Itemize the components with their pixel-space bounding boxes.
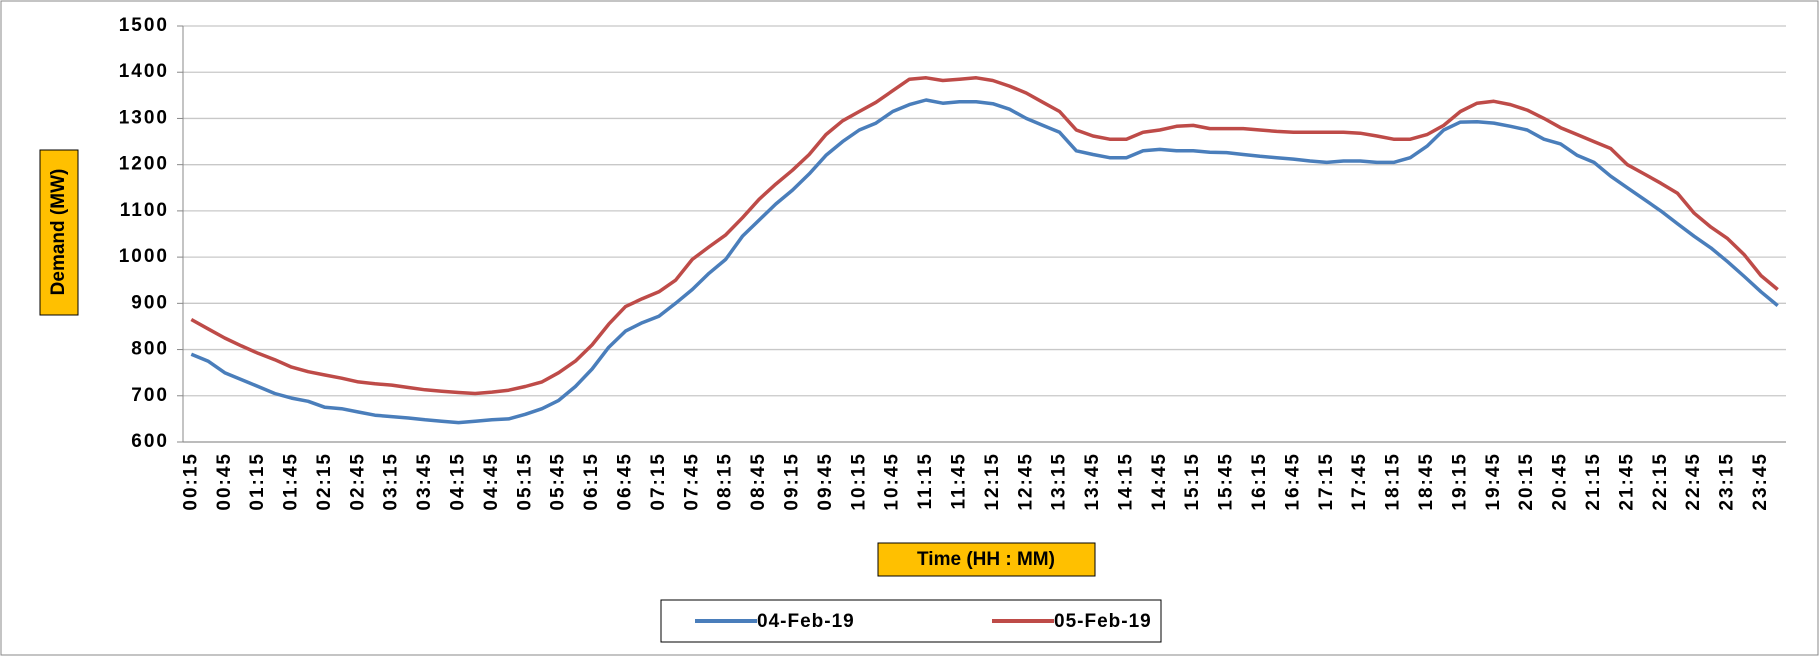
x-tick-label: 21:45 bbox=[1616, 452, 1637, 511]
x-tick-label: 21:15 bbox=[1583, 452, 1604, 511]
x-tick-label: 12:45 bbox=[1015, 452, 1036, 511]
y-tick-label: 600 bbox=[131, 431, 169, 452]
y-axis-title: Demand (MW) bbox=[48, 169, 69, 296]
x-tick-label: 20:45 bbox=[1550, 452, 1571, 511]
x-tick-label: 12:15 bbox=[982, 452, 1003, 511]
x-tick-label: 22:15 bbox=[1650, 452, 1671, 511]
x-tick-label: 10:45 bbox=[882, 452, 903, 511]
x-tick-label: 05:15 bbox=[514, 452, 535, 511]
x-tick-label: 06:45 bbox=[615, 452, 636, 511]
x-tick-label: 04:45 bbox=[481, 452, 502, 511]
y-title-box bbox=[39, 149, 79, 316]
x-tick-label: 19:15 bbox=[1449, 452, 1470, 511]
x-tick-label: 03:15 bbox=[381, 452, 402, 511]
series-line bbox=[190, 98, 1779, 425]
x-tick-label: 23:45 bbox=[1750, 452, 1771, 511]
y-tick-label: 700 bbox=[131, 385, 169, 406]
x-tick-label: 17:45 bbox=[1349, 452, 1370, 511]
x-tick-label: 08:45 bbox=[748, 452, 769, 511]
x-tick-label: 23:15 bbox=[1717, 452, 1738, 511]
x-tick-label: 10:15 bbox=[848, 452, 869, 511]
x-tick-label: 05:45 bbox=[548, 452, 569, 511]
legend-label: 05-Feb-19 bbox=[1054, 611, 1152, 632]
x-tick-label: 07:45 bbox=[681, 452, 702, 511]
y-tick-label: 1200 bbox=[119, 154, 169, 175]
x-tick-label: 22:45 bbox=[1683, 452, 1704, 511]
x-tick-label: 18:15 bbox=[1383, 452, 1404, 511]
x-title-box bbox=[877, 542, 1096, 577]
x-tick-label: 11:15 bbox=[915, 452, 936, 510]
y-tick-label: 900 bbox=[131, 292, 169, 313]
x-tick-label: 02:45 bbox=[347, 452, 368, 511]
x-tick-label: 00:45 bbox=[214, 452, 235, 511]
y-tick-label: 1100 bbox=[120, 200, 169, 221]
x-tick-label: 15:45 bbox=[1216, 452, 1237, 511]
y-tick-label: 800 bbox=[131, 339, 169, 360]
x-tick-label: 00:15 bbox=[180, 452, 201, 511]
x-tick-label: 20:15 bbox=[1516, 452, 1537, 511]
x-tick-label: 09:45 bbox=[815, 452, 836, 511]
x-tick-label: 03:45 bbox=[414, 452, 435, 511]
series-line bbox=[190, 76, 1779, 396]
x-tick-label: 17:15 bbox=[1316, 452, 1337, 511]
x-tick-label: 15:15 bbox=[1182, 452, 1203, 511]
x-tick-label: 01:15 bbox=[247, 452, 268, 511]
x-tick-label: 14:15 bbox=[1115, 452, 1136, 511]
x-tick-label: 14:45 bbox=[1149, 452, 1170, 511]
legend-label: 04-Feb-19 bbox=[757, 611, 855, 632]
x-tick-label: 02:15 bbox=[314, 452, 335, 511]
x-tick-label: 13:15 bbox=[1049, 452, 1070, 511]
x-tick-label: 06:15 bbox=[581, 452, 602, 511]
x-tick-label: 04:15 bbox=[448, 452, 469, 511]
x-tick-label: 01:45 bbox=[281, 452, 302, 511]
x-tick-label: 19:45 bbox=[1483, 452, 1504, 511]
y-tick-label: 1000 bbox=[119, 246, 169, 267]
x-tick-label: 11:45 bbox=[948, 452, 969, 510]
x-tick-label: 18:45 bbox=[1416, 452, 1437, 511]
y-tick-label: 1500 bbox=[119, 15, 169, 36]
y-tick-label: 1400 bbox=[119, 61, 169, 82]
x-tick-label: 16:15 bbox=[1249, 452, 1270, 511]
x-tick-label: 16:45 bbox=[1282, 452, 1303, 511]
y-tick-label: 1300 bbox=[119, 107, 169, 128]
x-tick-label: 09:15 bbox=[781, 452, 802, 511]
x-tick-label: 07:15 bbox=[648, 452, 669, 511]
x-tick-label: 08:15 bbox=[715, 452, 736, 511]
x-axis-title: Time (HH : MM) bbox=[917, 549, 1055, 570]
x-tick-label: 13:45 bbox=[1082, 452, 1103, 511]
